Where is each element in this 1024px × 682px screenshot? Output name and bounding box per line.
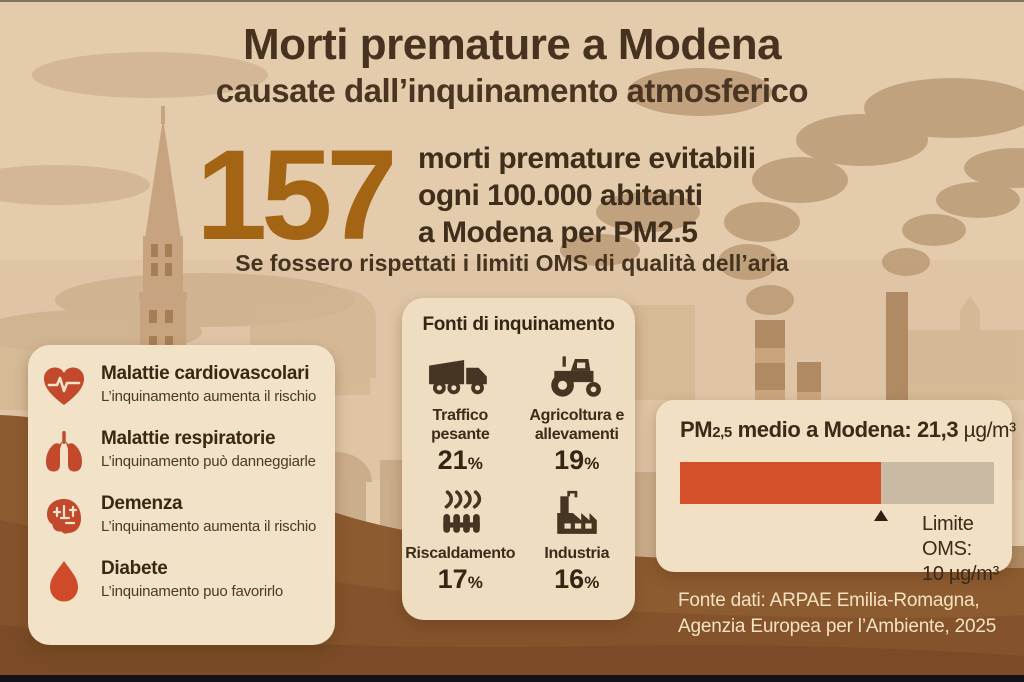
source-percent: 16% xyxy=(554,564,599,595)
smoke-plumes xyxy=(560,68,1024,315)
sources-panel-title: Fonti di inquinamento xyxy=(422,314,615,335)
bottom-edge-strip xyxy=(0,675,1024,682)
sources-grid: Traffico pesante 21% Agricoltura e allev… xyxy=(402,348,635,595)
pm-value: 21,3 xyxy=(916,417,959,442)
percent-sign: % xyxy=(467,573,483,592)
data-source-line-1: Fonte dati: ARPAE Emilia-Romagna, xyxy=(678,590,980,611)
main-title: Morti premature a Modena xyxy=(242,20,782,69)
truck-icon xyxy=(427,348,493,400)
source-label: Riscaldamento xyxy=(405,545,516,562)
pm-subscript: 2,5 xyxy=(712,424,732,441)
disease-desc: L’inquinamento puo favorirlo xyxy=(101,583,284,600)
oms-limit-label: Limite OMS: 10 µg/m³ xyxy=(922,512,1012,587)
source-item-agriculture: Agricoltura e allevamenti 19% xyxy=(519,348,636,476)
stat-note: Se fossero rispettati i limiti OMS di qu… xyxy=(235,250,789,276)
disease-item-respiratory: Malattie respiratorie L’inquinamento può… xyxy=(28,427,335,475)
factory-icon xyxy=(550,486,604,538)
subtitle: causate dall’inquinamento atmosferico xyxy=(215,72,809,109)
source-percent: 21% xyxy=(438,445,483,476)
disease-desc: L’inquinamento può danneggiarle xyxy=(101,453,316,470)
blood-drop-icon xyxy=(40,557,88,605)
percent-sign: % xyxy=(584,454,600,473)
pm-unit: µg/m³ xyxy=(958,419,1017,442)
data-source-note: Fonte dati: ARPAE Emilia-Romagna, Agenzi… xyxy=(678,588,996,640)
source-label: Traffico pesante xyxy=(431,407,490,443)
pm-label: PM xyxy=(680,417,713,442)
disease-name: Diabete xyxy=(101,558,168,579)
brain-icon xyxy=(40,492,88,540)
source-percent: 17% xyxy=(438,564,483,595)
pm-title: PM2,5 medio a Modena: 21,3 µg/m³ xyxy=(656,400,1016,443)
pm-label-mid: medio a Modena: xyxy=(731,417,917,442)
oms-limit-marker xyxy=(873,510,888,521)
lungs-icon xyxy=(40,427,88,475)
percent-sign: % xyxy=(467,454,483,473)
stat-line-2: ogni 100.000 abitanti xyxy=(418,179,703,212)
source-label: Industria xyxy=(544,545,610,562)
top-edge-strip xyxy=(0,0,1024,2)
source-item-industry: Industria 16% xyxy=(519,486,636,595)
pm-bar xyxy=(680,462,994,521)
health-effects-panel: Malattie cardiovascolari L’inquinamento … xyxy=(28,345,335,645)
heart-ekg-icon xyxy=(40,362,88,410)
disease-item-diabetes: Diabete L’inquinamento puo favorirlo xyxy=(28,557,335,605)
oms-limit-line-2: 10 µg/m³ xyxy=(922,563,999,585)
percent-value: 21 xyxy=(437,445,468,475)
disease-name: Malattie respiratorie xyxy=(101,428,276,449)
disease-item-cardiovascular: Malattie cardiovascolari L’inquinamento … xyxy=(28,362,335,410)
oms-limit-line-1: Limite OMS: xyxy=(922,513,974,560)
stat-description: morti premature evitabili ogni 100.000 a… xyxy=(418,140,756,251)
percent-sign: % xyxy=(584,573,600,592)
pm-bar-fill xyxy=(680,462,881,504)
pollution-sources-panel: Fonti di inquinamento Traffico pesante 2… xyxy=(402,298,635,620)
source-item-traffic: Traffico pesante 21% xyxy=(402,348,519,476)
disease-name: Demenza xyxy=(101,493,183,514)
disease-desc: L’inquinamento aumenta il rischio xyxy=(101,518,317,535)
tractor-icon xyxy=(544,348,610,400)
disease-item-dementia: Demenza L’inquinamento aumenta il rischi… xyxy=(28,492,335,540)
disease-desc: L’inquinamento aumenta il rischio xyxy=(101,388,317,405)
source-percent: 19% xyxy=(554,445,599,476)
stat-number: 157 xyxy=(196,124,398,267)
source-label: Agricoltura e allevamenti xyxy=(529,407,625,443)
heating-icon xyxy=(433,486,487,538)
percent-value: 16 xyxy=(554,564,585,594)
disease-name: Malattie cardiovascolari xyxy=(101,363,310,384)
source-item-heating: Riscaldamento 17% xyxy=(402,486,519,595)
percent-value: 19 xyxy=(554,445,585,475)
data-source-line-2: Agenzia Europea per l’Ambiente, 2025 xyxy=(678,616,997,637)
pm-average-panel: PM2,5 medio a Modena: 21,3 µg/m³ Limite … xyxy=(656,400,1016,585)
stat-line-1: morti premature evitabili xyxy=(418,142,756,175)
stat-line-3: a Modena per PM2.5 xyxy=(418,216,698,249)
percent-value: 17 xyxy=(437,564,468,594)
